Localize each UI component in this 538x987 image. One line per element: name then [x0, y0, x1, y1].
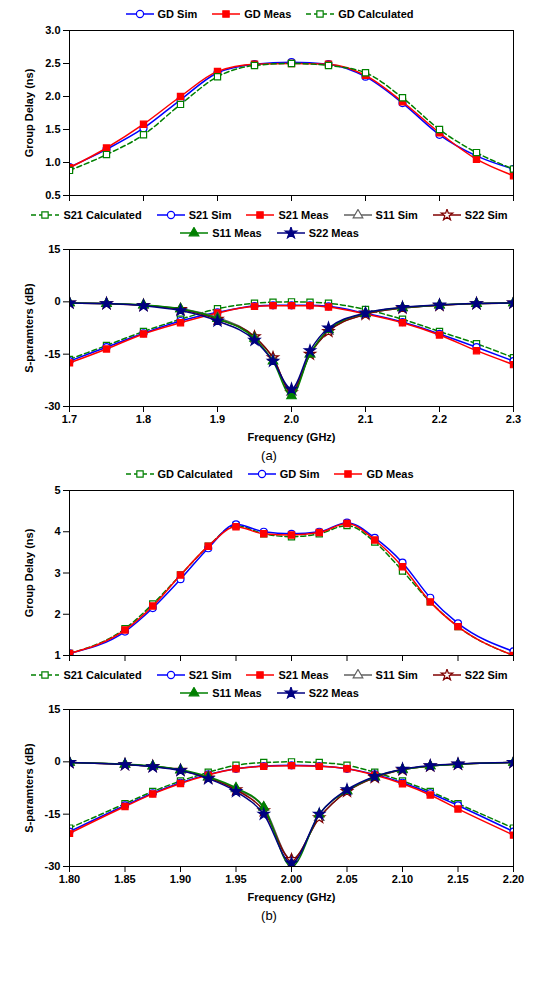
html-text:S11 Meas: S11 Meas [212, 227, 262, 239]
svg-text:Group Delay (ns): Group Delay (ns) [23, 68, 35, 157]
svg-text:Frequency (GHz): Frequency (GHz) [247, 431, 335, 443]
svg-text:1.0: 1.0 [45, 156, 60, 168]
html-text:S11 Sim: S11 Sim [375, 209, 418, 221]
html-text:S21 Meas: S21 Meas [278, 669, 329, 681]
svg-text:5: 5 [54, 484, 60, 496]
svg-text:S-paramters (dB): S-paramters (dB) [23, 283, 35, 373]
svg-text:0.5: 0.5 [45, 189, 60, 201]
html-text:S21 Sim: S21 Sim [188, 669, 232, 681]
svg-text:0: 0 [54, 295, 60, 307]
svg-text:2.1: 2.1 [358, 413, 373, 425]
svg-text:-15: -15 [45, 808, 61, 820]
svg-text:2.15: 2.15 [447, 873, 468, 885]
svg-text:1.7: 1.7 [62, 413, 77, 425]
svg-text:2.20: 2.20 [503, 873, 524, 885]
svg-text:1.85: 1.85 [114, 873, 135, 885]
svg-text:-15: -15 [45, 348, 61, 360]
svg-text:1.80: 1.80 [59, 873, 80, 885]
svg-text:2.3: 2.3 [506, 413, 521, 425]
html-text:S21 Sim: S21 Sim [188, 209, 232, 221]
svg-text:2.00: 2.00 [281, 873, 302, 885]
html-text:S11 Meas: S11 Meas [212, 687, 262, 699]
html-text:(a): (a) [261, 448, 277, 463]
svg-text:15: 15 [48, 243, 60, 255]
html-text:GD Sim: GD Sim [157, 8, 198, 20]
svg-text:4: 4 [54, 525, 61, 537]
svg-text:2.0: 2.0 [284, 413, 299, 425]
svg-text:1.90: 1.90 [170, 873, 191, 885]
svg-text:1.5: 1.5 [45, 123, 60, 135]
svg-text:2: 2 [54, 608, 60, 620]
html-text:(b): (b) [261, 908, 277, 923]
html-text:GD Meas: GD Meas [366, 468, 414, 480]
svg-text:2.5: 2.5 [45, 57, 60, 69]
html-text:GD Calculated: GD Calculated [338, 8, 414, 20]
html-text:S21 Calculated: S21 Calculated [63, 669, 142, 681]
html-text:S22 Meas: S22 Meas [308, 687, 359, 699]
svg-text:1.9: 1.9 [210, 413, 225, 425]
svg-text:2.05: 2.05 [336, 873, 357, 885]
svg-text:2.10: 2.10 [392, 873, 413, 885]
svg-text:1: 1 [54, 649, 60, 661]
svg-text:15: 15 [48, 703, 60, 715]
svg-text:-30: -30 [45, 400, 61, 412]
svg-text:3.0: 3.0 [45, 24, 60, 36]
html-text:S21 Calculated: S21 Calculated [63, 209, 142, 221]
svg-text:3: 3 [54, 567, 60, 579]
html-text:GD Calculated: GD Calculated [157, 468, 233, 480]
svg-text:Group Delay (ns): Group Delay (ns) [23, 528, 35, 617]
svg-text:1.95: 1.95 [225, 873, 246, 885]
html-text:S22 Sim: S22 Sim [464, 669, 508, 681]
html-text:S11 Sim: S11 Sim [375, 669, 418, 681]
html-text:GD Sim: GD Sim [279, 468, 320, 480]
html-text:GD Meas: GD Meas [244, 8, 292, 20]
html-text:S21 Meas: S21 Meas [278, 209, 329, 221]
html-text:S22 Sim: S22 Sim [464, 209, 508, 221]
svg-text:Frequency (GHz): Frequency (GHz) [247, 891, 335, 903]
html-text:S22 Meas: S22 Meas [308, 227, 359, 239]
svg-text:S-paramters (dB): S-paramters (dB) [23, 743, 35, 833]
svg-text:2.2: 2.2 [432, 413, 447, 425]
svg-text:-30: -30 [45, 860, 61, 872]
svg-text:0: 0 [54, 755, 60, 767]
svg-text:2.0: 2.0 [45, 90, 60, 102]
svg-text:1.8: 1.8 [136, 413, 151, 425]
